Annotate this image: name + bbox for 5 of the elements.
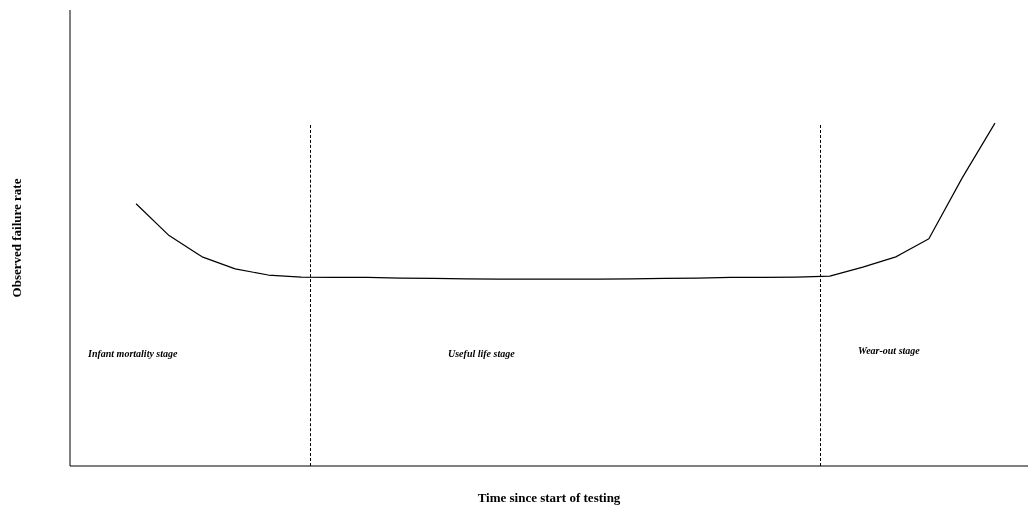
- x-axis-title: Time since start of testing: [477, 490, 621, 505]
- y-axis-title: Observed failure rate: [8, 178, 24, 298]
- annotation: Infant mortality stage: [88, 348, 178, 359]
- annotation: Wear-out stage: [858, 345, 920, 356]
- annotation: Useful life stage: [448, 348, 515, 359]
